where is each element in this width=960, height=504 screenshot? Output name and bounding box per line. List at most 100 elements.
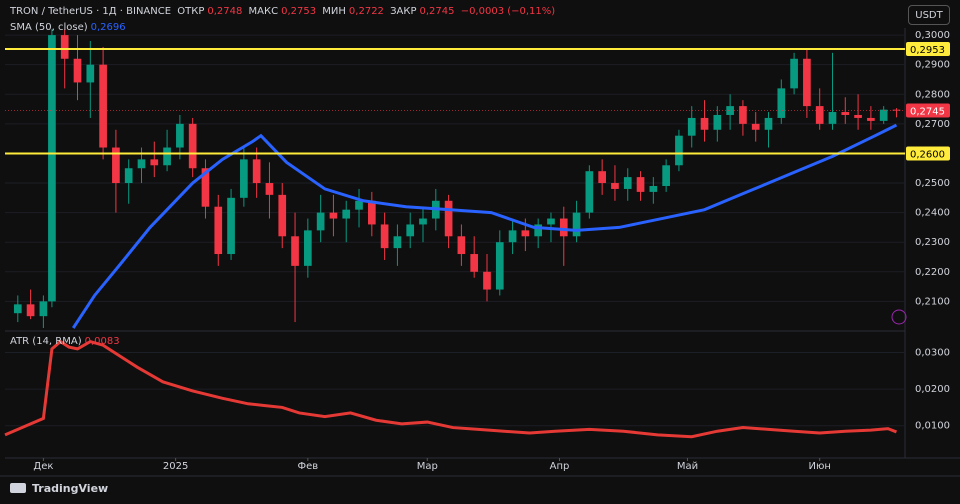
candle-body bbox=[380, 224, 389, 249]
candle-body bbox=[879, 109, 888, 121]
candle-body bbox=[521, 230, 530, 237]
candle-body bbox=[73, 58, 82, 83]
y-tick-label: 0,0200 bbox=[915, 384, 950, 395]
alert-icon[interactable] bbox=[891, 309, 907, 325]
candle-body bbox=[636, 177, 645, 192]
currency-button[interactable]: USDT bbox=[908, 5, 950, 25]
candle-body bbox=[483, 271, 491, 290]
level-box bbox=[906, 146, 950, 161]
ohlc-label: ОТКР bbox=[177, 6, 205, 17]
x-tick-label: 2025 bbox=[163, 461, 188, 472]
ohlc-label: МИН bbox=[322, 6, 346, 17]
candle-body bbox=[777, 88, 786, 118]
candle-body bbox=[598, 171, 606, 184]
candle-body bbox=[815, 106, 824, 124]
atr-legend: ATR (14, RMA) 0,0083 bbox=[10, 336, 123, 347]
candle-body bbox=[559, 218, 568, 237]
y-tick-label: 0,2400 bbox=[915, 208, 950, 219]
candle-body bbox=[278, 194, 287, 237]
ohlc-value: 0,2748 bbox=[207, 6, 243, 17]
candle-body bbox=[406, 224, 415, 237]
legend-row: TRON / TetherUS · 1Д · BINANCE ОТКР 0,274… bbox=[10, 6, 558, 17]
candle-body bbox=[508, 230, 517, 243]
symbol: TRON / TetherUS · 1Д · BINANCE bbox=[10, 6, 172, 17]
x-tick-label: Дек bbox=[33, 461, 53, 472]
y-tick-label: 0,2200 bbox=[915, 267, 950, 278]
candle-body bbox=[687, 117, 696, 136]
candle-body bbox=[176, 123, 184, 148]
y-tick-label: 0,3000 bbox=[915, 30, 950, 41]
x-tick-label: Мар bbox=[417, 461, 438, 472]
y-tick-label: 0,0300 bbox=[915, 348, 950, 359]
candle-body bbox=[355, 200, 363, 210]
candle-body bbox=[342, 209, 351, 219]
level-box bbox=[906, 42, 950, 57]
y-tick-label: 0,2900 bbox=[915, 60, 950, 71]
candle-body bbox=[227, 197, 235, 255]
y-tick-label: 0,0100 bbox=[915, 421, 950, 432]
candle-body bbox=[470, 254, 479, 272]
candle-body bbox=[457, 236, 466, 255]
candle-body bbox=[150, 159, 159, 166]
candle-body bbox=[137, 159, 146, 169]
candle-body bbox=[393, 236, 402, 249]
candle-body bbox=[163, 147, 171, 166]
candle-body bbox=[86, 64, 95, 83]
candle-body bbox=[790, 58, 798, 89]
candle-body bbox=[649, 185, 658, 192]
candle-body bbox=[60, 35, 69, 59]
last-price-label: 0,2745 bbox=[910, 107, 945, 118]
candle-body bbox=[13, 304, 22, 314]
last-price-box bbox=[906, 103, 950, 118]
change: −0,0003 (−0,11%) bbox=[460, 6, 556, 17]
candle-body bbox=[48, 35, 56, 302]
candle-body bbox=[854, 114, 862, 118]
x-tick-label: Июн bbox=[808, 461, 830, 472]
indicator-line bbox=[4, 339, 898, 439]
y-tick-label: 0,2800 bbox=[915, 89, 950, 100]
candle-body bbox=[841, 112, 850, 115]
logo bbox=[10, 483, 26, 493]
y-tick-label: 0,2500 bbox=[915, 178, 950, 189]
candle-body bbox=[201, 168, 210, 207]
candle-body bbox=[739, 106, 747, 124]
ohlc-value: 0,2722 bbox=[348, 6, 384, 17]
candle-body bbox=[252, 159, 261, 184]
sma-line bbox=[71, 123, 898, 329]
level-label: 0,2953 bbox=[910, 45, 945, 56]
candle-body bbox=[611, 183, 619, 189]
candle-body bbox=[534, 224, 543, 237]
candle-body bbox=[547, 218, 555, 225]
candle-body bbox=[828, 112, 837, 124]
candle-body bbox=[803, 58, 811, 107]
ohlc-value: 0,2745 bbox=[419, 6, 455, 17]
candle-body bbox=[495, 242, 504, 290]
candle-body bbox=[764, 117, 773, 130]
candle-body bbox=[188, 123, 197, 169]
indicator-name: SMA (50, close) bbox=[10, 22, 88, 33]
candle-body bbox=[419, 218, 427, 225]
candle-body bbox=[867, 117, 875, 121]
candle-body bbox=[585, 171, 594, 213]
sma-legend: SMA (50, close) 0,2696 bbox=[10, 22, 129, 33]
y-tick-label: 0,2100 bbox=[915, 296, 950, 307]
candle-body bbox=[367, 200, 376, 225]
ohlc-label: МАКС bbox=[248, 6, 279, 17]
branding: TradingView bbox=[32, 482, 109, 495]
candle-body bbox=[700, 117, 709, 130]
candle-body bbox=[892, 109, 901, 111]
x-tick-label: Фев bbox=[298, 461, 319, 472]
candle-body bbox=[304, 230, 312, 266]
level-label: 0,2600 bbox=[910, 149, 945, 160]
indicator-value: 0,2696 bbox=[90, 22, 126, 33]
candle-body bbox=[726, 106, 734, 115]
indicator-name: ATR (14, RMA) bbox=[10, 336, 82, 347]
candle-body bbox=[329, 212, 338, 219]
ohlc-value: 0,2753 bbox=[281, 6, 317, 17]
y-tick-label: 0,2300 bbox=[915, 237, 950, 248]
candle-body bbox=[291, 236, 299, 266]
indicator-value: 0,0083 bbox=[84, 336, 120, 347]
